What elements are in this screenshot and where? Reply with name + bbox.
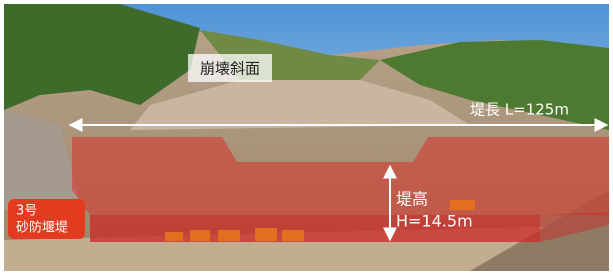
height-value: H=14.5m: [396, 212, 473, 231]
dam-name: 砂防堰堤: [16, 220, 68, 236]
dam-number: 3号: [16, 204, 37, 219]
annotated-photo: 崩壊斜面 堤長 L=125m 堤高 H=14.5m 3号 砂防堰堤: [0, 0, 613, 275]
length-label: 堤長 L=125m: [470, 101, 569, 119]
height-label: 堤高: [396, 190, 428, 209]
slope-label: 崩壊斜面: [200, 60, 260, 78]
